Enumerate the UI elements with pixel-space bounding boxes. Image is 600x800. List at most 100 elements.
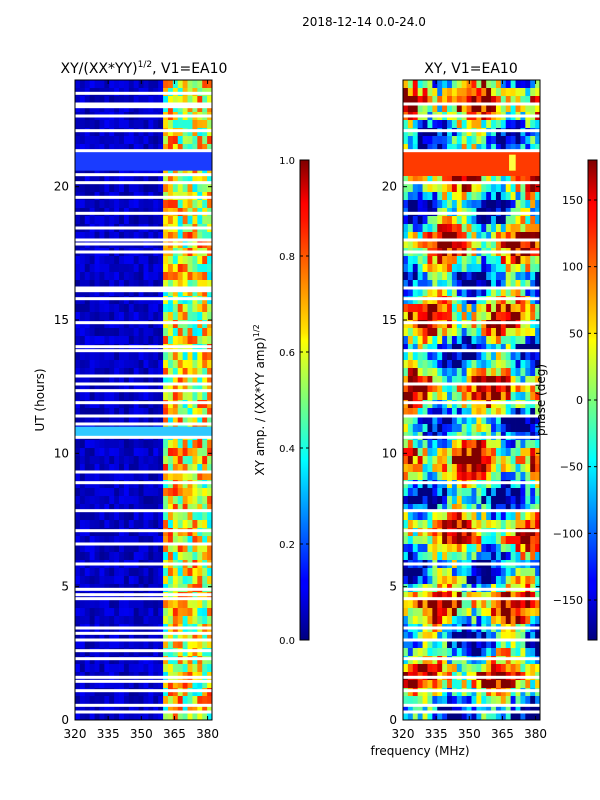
- heatmap-cell: [486, 328, 492, 337]
- heatmap-cell: [466, 392, 472, 401]
- heatmap-cell: [500, 592, 507, 601]
- heatmap-cell: [114, 440, 120, 449]
- heatmap-cell: [99, 360, 105, 369]
- heatmap-cell: [187, 344, 193, 353]
- heatmap-cell: [148, 504, 154, 513]
- heatmap-cell: [187, 336, 193, 345]
- heatmap-cell: [451, 536, 458, 545]
- heatmap-cell: [75, 104, 81, 113]
- heatmap-cell: [515, 296, 521, 305]
- heatmap-cell: [495, 608, 502, 617]
- heatmap-cell: [491, 320, 497, 329]
- heatmap-cell: [525, 120, 531, 129]
- heatmap-cell: [182, 80, 188, 89]
- heatmap-cell: [535, 504, 541, 513]
- heatmap-cell: [148, 536, 154, 545]
- heatmap-cell: [187, 272, 193, 281]
- heatmap-cell: [535, 664, 541, 673]
- heatmap-cell: [447, 344, 453, 353]
- heatmap-cell: [427, 544, 433, 553]
- heatmap-cell: [119, 304, 125, 313]
- heatmap-cell: [407, 592, 414, 601]
- heatmap-cell: [172, 520, 179, 529]
- heatmap-cell: [520, 320, 526, 329]
- heatmap-cell: [530, 136, 536, 145]
- heatmap-cell: [99, 656, 105, 665]
- heatmap-cell: [456, 496, 463, 505]
- heatmap-cell: [515, 96, 521, 105]
- heatmap-cell: [133, 664, 139, 673]
- heatmap-cell: [510, 304, 516, 313]
- heatmap-cell: [422, 472, 428, 481]
- heatmap-cell: [486, 424, 492, 433]
- heatmap-cell: [476, 712, 482, 721]
- heatmap-cell: [109, 216, 115, 225]
- heatmap-cell: [456, 336, 463, 345]
- heatmap-cell: [442, 704, 448, 713]
- heatmap-cell: [119, 632, 125, 641]
- heatmap-cell: [417, 632, 423, 641]
- heatmap-cell: [75, 408, 81, 417]
- heatmap-cell: [114, 128, 120, 137]
- heatmap-cell: [192, 544, 198, 553]
- heatmap-cell: [432, 304, 438, 313]
- heatmap-cell: [143, 264, 149, 273]
- colorbar-tick-label: 0.0: [279, 636, 295, 647]
- heatmap-cell: [172, 544, 179, 553]
- heatmap-cell: [486, 696, 492, 705]
- heatmap-cell: [412, 280, 419, 289]
- heatmap-cell: [481, 536, 487, 545]
- heatmap-cell: [182, 200, 188, 209]
- heatmap-cell: [495, 232, 502, 241]
- heatmap-cell: [520, 392, 526, 401]
- heatmap-cell: [500, 448, 507, 457]
- heatmap-cell: [182, 552, 188, 561]
- heatmap-cell: [530, 496, 536, 505]
- heatmap-cell: [99, 480, 105, 489]
- heatmap-cell: [167, 216, 174, 225]
- heatmap-cell: [437, 336, 443, 345]
- heatmap-cell: [403, 416, 409, 425]
- heatmap-cell: [471, 384, 477, 393]
- heatmap-cell: [442, 256, 448, 265]
- heatmap-cell: [427, 464, 433, 473]
- heatmap-cell: [172, 256, 179, 265]
- heatmap-cell: [177, 656, 184, 665]
- heatmap-cell: [471, 256, 477, 265]
- heatmap-cell: [466, 376, 472, 385]
- heatmap-cell: [84, 440, 91, 449]
- heatmap-cell: [207, 536, 213, 545]
- heatmap-cell: [182, 400, 188, 409]
- heatmap-cell: [84, 392, 91, 401]
- heatmap-cell: [172, 696, 179, 705]
- heatmap-cell: [167, 368, 174, 377]
- heatmap-cell: [520, 544, 526, 553]
- heatmap-cell: [133, 504, 139, 513]
- heatmap-cell: [481, 400, 487, 409]
- heatmap-cell: [133, 392, 139, 401]
- heatmap-cell: [94, 512, 100, 521]
- heatmap-cell: [153, 392, 159, 401]
- heatmap-cell: [79, 520, 86, 529]
- heatmap-cell: [133, 528, 139, 537]
- heatmap-cell: [104, 704, 110, 713]
- heatmap-cell: [109, 296, 115, 305]
- heatmap-cell: [427, 688, 433, 697]
- heatmap-cell: [84, 552, 91, 561]
- heatmap-cell: [466, 384, 472, 393]
- heatmap-cell: [104, 256, 110, 265]
- heatmap-cell: [158, 472, 164, 481]
- heatmap-cell: [75, 632, 81, 641]
- heatmap-cell: [94, 320, 100, 329]
- heatmap-cell: [207, 440, 213, 449]
- heatmap-cell: [515, 216, 521, 225]
- heatmap-cell: [109, 256, 115, 265]
- axes-frame: [402, 79, 541, 721]
- heatmap-cell: [525, 424, 531, 433]
- heatmap-cell: [451, 600, 458, 609]
- heatmap-cell: [109, 640, 115, 649]
- heatmap-cell: [412, 608, 419, 617]
- heatmap-cell: [495, 632, 502, 641]
- heatmap-cell: [495, 80, 502, 89]
- heatmap-cell: [197, 528, 203, 537]
